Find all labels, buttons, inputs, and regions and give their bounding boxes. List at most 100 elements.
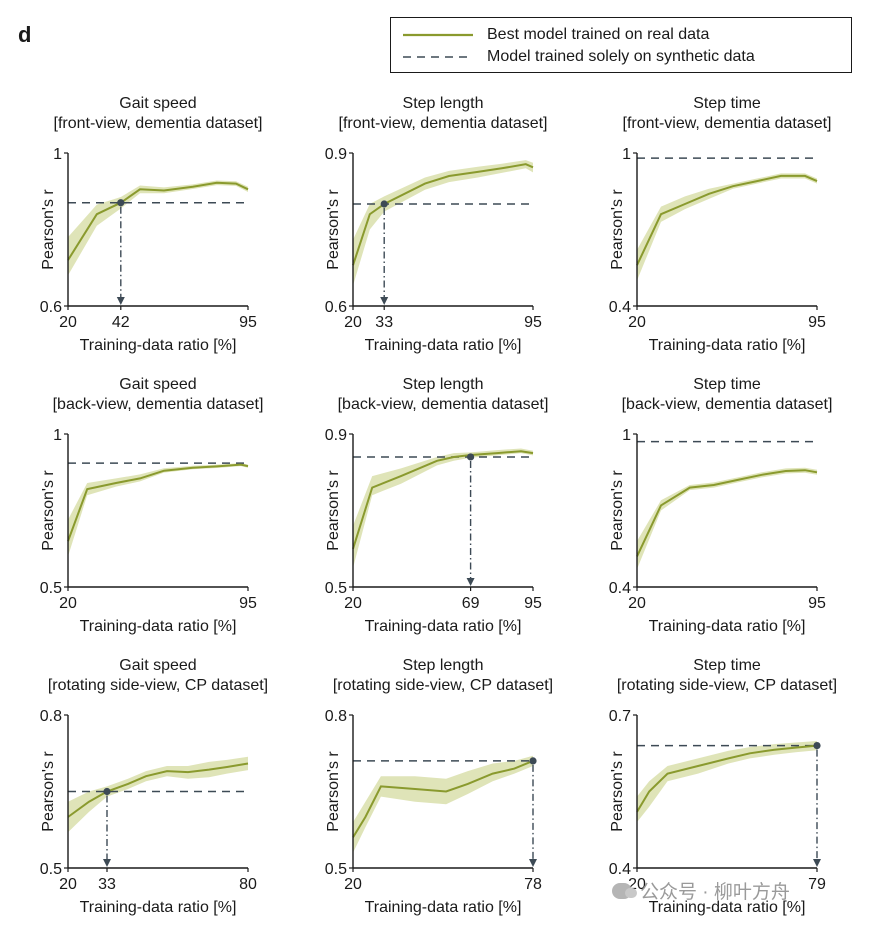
chart-title: Step time: [693, 657, 761, 674]
confidence-band: [637, 173, 817, 281]
x-tick-label: 20: [344, 876, 362, 893]
y-axis-label: Pearson's r: [40, 470, 57, 551]
y-tick-label: 0.8: [40, 708, 62, 725]
chart-title: Step length: [403, 657, 484, 674]
x-tick-label: 69: [462, 595, 480, 612]
crossover-marker: [467, 453, 475, 461]
x-tick-label: 33: [98, 876, 116, 893]
x-tick-label: 20: [59, 876, 77, 893]
y-tick-label: 0.6: [325, 299, 347, 316]
chart-7: Gait speed [rotating side-view, CP datase…: [40, 657, 268, 916]
y-axis-label: Pearson's r: [609, 470, 626, 551]
confidence-band: [353, 448, 533, 568]
y-axis-label: Pearson's r: [325, 751, 342, 832]
chart-5: Step length [back-view, dementia dataset]…: [325, 376, 549, 635]
y-tick-label: 0.5: [40, 861, 62, 878]
legend-solid-line-icon: [403, 33, 473, 37]
x-tick-label: 20: [344, 595, 362, 612]
chart-4: Gait speed [back-view, dementia dataset] 0…: [40, 376, 264, 635]
confidence-band: [637, 741, 817, 823]
chart-8: Step length [rotating side-view, CP datas…: [325, 657, 553, 916]
wechat-icon: [612, 882, 637, 899]
x-axis-label: Training-data ratio [%]: [365, 899, 522, 916]
chart-3: Step time [front-view, dementia dataset] 0…: [609, 95, 832, 354]
x-tick-label: 79: [808, 876, 826, 893]
y-axis-label: Pearson's r: [40, 751, 57, 832]
x-axis-label: Training-data ratio [%]: [365, 618, 522, 635]
x-tick-label: 20: [59, 314, 77, 331]
crossover-marker: [529, 757, 537, 765]
watermark-text: 公众号 · 柳叶方舟: [640, 882, 790, 903]
chart-subtitle: [front-view, dementia dataset]: [623, 115, 832, 132]
chart-title: Step length: [403, 95, 484, 112]
x-axis-label: Training-data ratio [%]: [80, 899, 237, 916]
y-tick-label: 0.9: [325, 427, 347, 444]
y-axis-label: Pearson's r: [40, 189, 57, 270]
y-tick-label: 0.4: [609, 580, 631, 597]
crossover-marker: [103, 787, 111, 796]
chart-subtitle: [front-view, dementia dataset]: [339, 115, 548, 132]
confidence-band: [68, 180, 248, 276]
x-tick-label: 95: [239, 314, 257, 331]
down-arrow-icon: [103, 859, 111, 867]
chart-subtitle: [rotating side-view, CP dataset]: [48, 677, 268, 694]
y-tick-label: 1: [622, 146, 631, 163]
x-axis-label: Training-data ratio [%]: [80, 618, 237, 635]
y-tick-label: 0.4: [609, 299, 631, 316]
legend-entry-synthetic: Model trained solely on synthetic data: [403, 47, 755, 67]
real-data-line: [352, 163, 534, 266]
down-arrow-icon: [529, 859, 537, 867]
x-tick-label: 20: [344, 314, 362, 331]
real-data-line: [352, 759, 534, 838]
confidence-band: [68, 463, 248, 557]
y-tick-label: 1: [53, 427, 62, 444]
x-tick-label: 42: [112, 314, 130, 331]
real-data-line: [636, 744, 818, 813]
x-axis-label: Training-data ratio [%]: [649, 337, 806, 354]
real-data-line: [67, 463, 249, 542]
panel-label: d: [18, 22, 32, 47]
chart-title: Step time: [693, 376, 761, 393]
y-tick-label: 0.4: [609, 861, 631, 878]
legend-entry-real: Best model trained on real data: [403, 25, 709, 45]
chart-2: Step length [front-view, dementia dataset…: [325, 95, 548, 354]
x-tick-label: 78: [524, 876, 542, 893]
x-tick-label: 20: [628, 595, 646, 612]
y-tick-label: 0.5: [325, 580, 347, 597]
y-tick-label: 0.8: [325, 708, 347, 725]
real-data-line: [67, 181, 249, 261]
x-axis-label: Training-data ratio [%]: [649, 618, 806, 635]
legend-real-label: Best model trained on real data: [487, 26, 710, 43]
x-axis-label: Training-data ratio [%]: [649, 899, 806, 916]
legend-dashed-line-icon: [403, 56, 473, 58]
legend: Best model trained on real data Model tr…: [390, 17, 852, 73]
chart-9: Step time [rotating side-view, CP dataset…: [609, 657, 837, 916]
down-arrow-icon: [116, 297, 125, 305]
confidence-band: [68, 756, 248, 833]
confidence-band: [353, 160, 533, 286]
real-data-line: [352, 450, 534, 550]
confidence-band: [353, 755, 533, 853]
x-tick-label: 95: [808, 595, 826, 612]
y-tick-label: 0.5: [40, 580, 62, 597]
chart-title: Gait speed: [119, 376, 196, 393]
real-data-line: [636, 469, 818, 557]
chart-subtitle: [rotating side-view, CP dataset]: [333, 677, 553, 694]
y-tick-label: 0.5: [325, 861, 347, 878]
crossover-marker: [813, 742, 821, 750]
chart-1: Gait speed [front-view, dementia dataset]…: [40, 95, 263, 354]
x-tick-label: 80: [239, 876, 257, 893]
crossover-marker: [117, 199, 125, 207]
down-arrow-icon: [813, 859, 821, 867]
y-tick-label: 1: [53, 146, 62, 163]
chart-subtitle: [back-view, dementia dataset]: [622, 396, 833, 413]
real-data-line: [636, 174, 818, 266]
x-axis-label: Training-data ratio [%]: [365, 337, 522, 354]
y-axis-label: Pearson's r: [609, 189, 626, 270]
y-tick-label: 0.9: [325, 146, 347, 163]
chart-subtitle: [rotating side-view, CP dataset]: [617, 677, 837, 694]
y-tick-label: 0.7: [609, 708, 631, 725]
x-tick-label: 95: [524, 314, 542, 331]
watermark: 公众号 · 柳叶方舟: [612, 877, 790, 904]
chart-subtitle: [back-view, dementia dataset]: [338, 396, 549, 413]
